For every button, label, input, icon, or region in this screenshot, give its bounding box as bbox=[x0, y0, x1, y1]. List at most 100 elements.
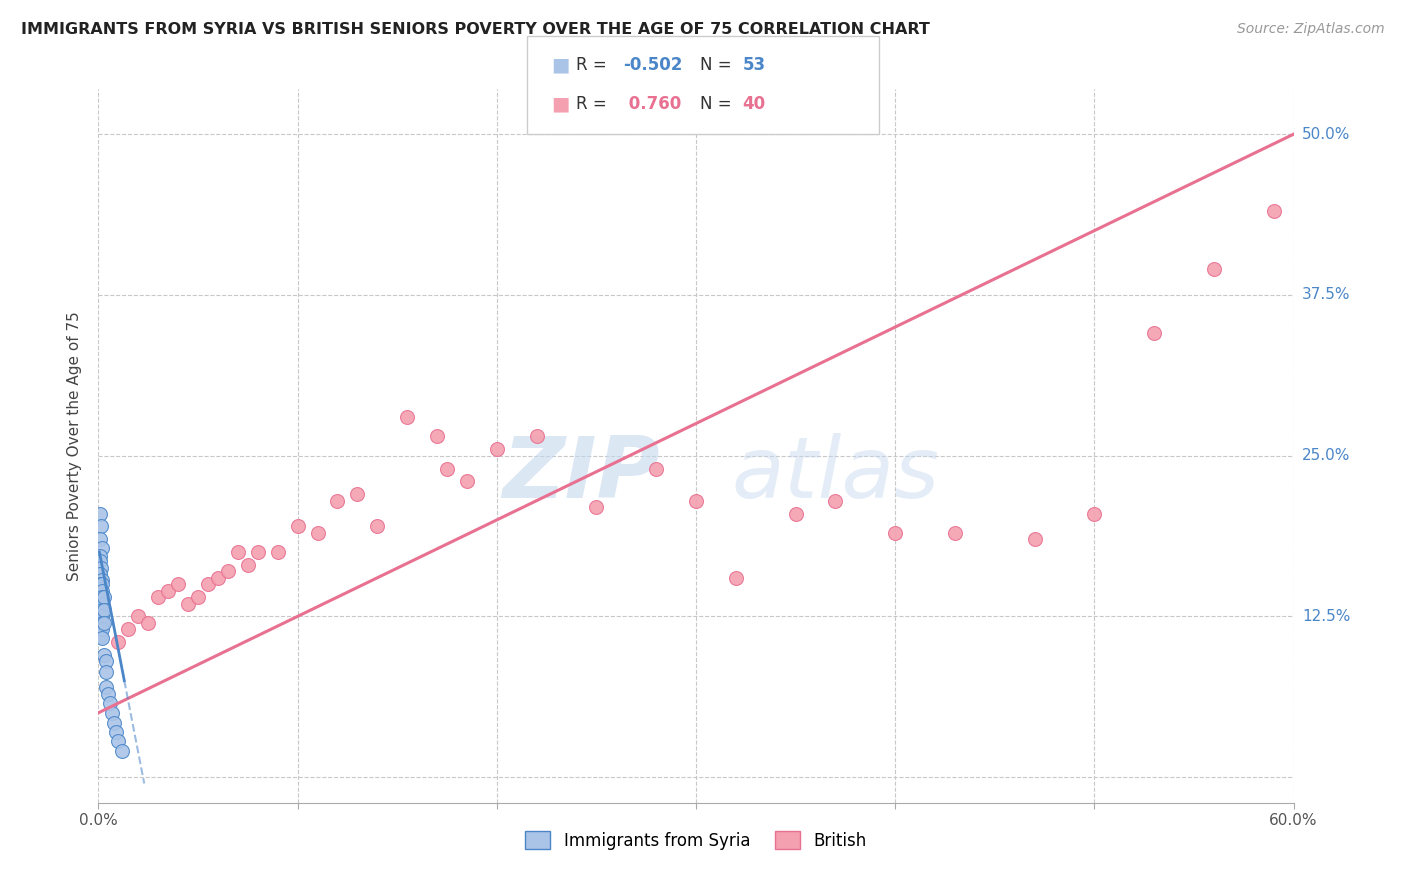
Y-axis label: Seniors Poverty Over the Age of 75: Seniors Poverty Over the Age of 75 bbox=[67, 311, 83, 581]
Point bbox=[526, 429, 548, 443]
Point bbox=[93, 648, 115, 662]
Point bbox=[89, 626, 111, 640]
Text: N =: N = bbox=[700, 95, 737, 113]
Point bbox=[197, 577, 219, 591]
Point bbox=[236, 558, 259, 572]
Point bbox=[426, 429, 449, 443]
Point bbox=[101, 706, 124, 720]
Point bbox=[217, 565, 239, 579]
Text: 50.0%: 50.0% bbox=[1302, 127, 1350, 142]
Point bbox=[91, 577, 114, 591]
Point bbox=[1024, 533, 1046, 547]
Point bbox=[89, 600, 111, 615]
Point bbox=[207, 571, 229, 585]
Point bbox=[91, 541, 114, 556]
Point bbox=[89, 629, 111, 643]
Text: 12.5%: 12.5% bbox=[1302, 609, 1350, 624]
Point bbox=[107, 734, 129, 748]
Point bbox=[89, 603, 111, 617]
Text: 25.0%: 25.0% bbox=[1302, 448, 1350, 463]
Point bbox=[884, 525, 907, 540]
Point bbox=[91, 597, 114, 611]
Text: atlas: atlas bbox=[733, 433, 939, 516]
Point bbox=[89, 621, 111, 635]
Point bbox=[366, 519, 388, 533]
Text: R =: R = bbox=[576, 56, 613, 74]
Point bbox=[1263, 204, 1285, 219]
Point bbox=[89, 590, 111, 604]
Point bbox=[89, 613, 111, 627]
Text: 40: 40 bbox=[742, 95, 765, 113]
Point bbox=[89, 587, 111, 601]
Point bbox=[287, 519, 309, 533]
Point bbox=[91, 574, 114, 588]
Point bbox=[267, 545, 290, 559]
Point bbox=[307, 525, 329, 540]
Point bbox=[89, 554, 111, 568]
Point bbox=[89, 595, 111, 609]
Point bbox=[105, 725, 128, 739]
Point bbox=[96, 680, 118, 694]
Point bbox=[89, 585, 111, 599]
Point bbox=[585, 500, 607, 514]
Point bbox=[91, 603, 114, 617]
Point bbox=[136, 615, 159, 630]
Text: N =: N = bbox=[700, 56, 737, 74]
Point bbox=[326, 493, 349, 508]
Point bbox=[89, 618, 111, 632]
Point bbox=[93, 603, 115, 617]
Point bbox=[89, 507, 111, 521]
Point bbox=[103, 716, 125, 731]
Point bbox=[785, 507, 807, 521]
Point bbox=[98, 696, 122, 710]
Point bbox=[91, 631, 114, 645]
Point bbox=[117, 622, 139, 636]
Point bbox=[89, 592, 111, 607]
Text: 0.760: 0.760 bbox=[623, 95, 681, 113]
Point bbox=[89, 566, 111, 581]
Point bbox=[685, 493, 707, 508]
Point bbox=[89, 606, 111, 620]
Point bbox=[90, 560, 112, 574]
Point bbox=[89, 549, 111, 563]
Point bbox=[91, 615, 114, 630]
Point bbox=[456, 475, 478, 489]
Point bbox=[89, 608, 111, 623]
Point bbox=[346, 487, 368, 501]
Legend: Immigrants from Syria, British: Immigrants from Syria, British bbox=[519, 825, 873, 856]
Point bbox=[89, 577, 111, 591]
Point bbox=[226, 545, 249, 559]
Point bbox=[396, 410, 419, 425]
Text: 53: 53 bbox=[742, 56, 765, 74]
Point bbox=[148, 590, 170, 604]
Point bbox=[111, 744, 134, 758]
Point bbox=[93, 615, 115, 630]
Point bbox=[645, 461, 668, 475]
Point bbox=[107, 635, 129, 649]
Text: -0.502: -0.502 bbox=[623, 56, 682, 74]
Point bbox=[89, 580, 111, 594]
Point bbox=[96, 654, 118, 668]
Point bbox=[91, 622, 114, 636]
Point bbox=[89, 582, 111, 597]
Point bbox=[1202, 262, 1225, 277]
Point bbox=[167, 577, 190, 591]
Point bbox=[127, 609, 149, 624]
Point bbox=[246, 545, 269, 559]
Text: ■: ■ bbox=[551, 95, 569, 114]
Point bbox=[1083, 507, 1105, 521]
Text: ■: ■ bbox=[551, 55, 569, 75]
Point bbox=[724, 571, 747, 585]
Point bbox=[89, 615, 111, 630]
Text: 37.5%: 37.5% bbox=[1302, 287, 1350, 302]
Text: IMMIGRANTS FROM SYRIA VS BRITISH SENIORS POVERTY OVER THE AGE OF 75 CORRELATION : IMMIGRANTS FROM SYRIA VS BRITISH SENIORS… bbox=[21, 22, 929, 37]
Point bbox=[157, 583, 180, 598]
Point bbox=[97, 686, 120, 700]
Point bbox=[89, 624, 111, 638]
Point bbox=[187, 590, 209, 604]
Point bbox=[90, 519, 112, 533]
Point bbox=[91, 590, 114, 604]
Point bbox=[91, 583, 114, 598]
Text: Source: ZipAtlas.com: Source: ZipAtlas.com bbox=[1237, 22, 1385, 37]
Text: ZIP: ZIP bbox=[502, 433, 661, 516]
